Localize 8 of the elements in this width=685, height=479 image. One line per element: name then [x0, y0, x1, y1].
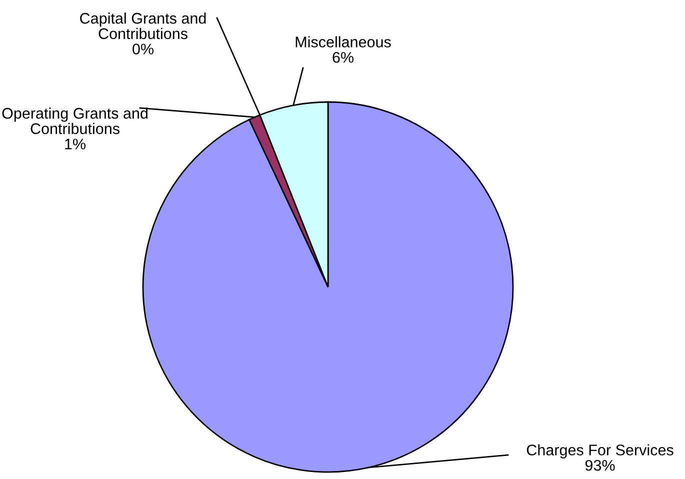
slice-label: Operating Grants and Contributions: [2, 108, 148, 134]
data-label: 93%: [585, 460, 615, 471]
data-label: 6%: [332, 52, 354, 63]
slice-label: Miscellaneous: [296, 36, 391, 48]
text: 0%: [132, 44, 154, 54]
slice-label: Charges For Services: [526, 444, 674, 458]
category-label: Capital Grants and Contributions: [80, 12, 206, 40]
data-label: 1%: [65, 138, 86, 150]
